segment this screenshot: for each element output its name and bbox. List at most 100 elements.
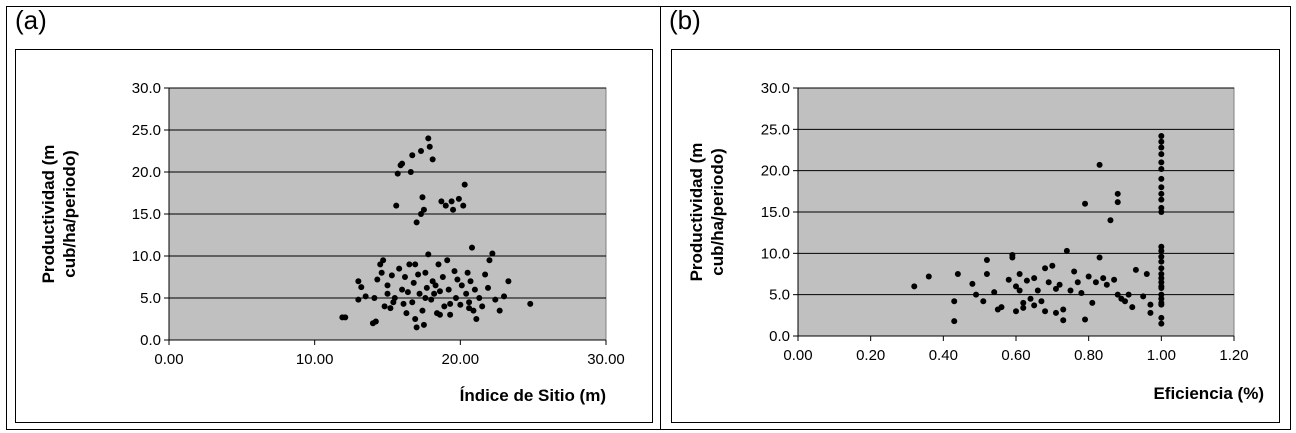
data-point-a-11: [378, 269, 385, 276]
data-point-b-47: [1096, 161, 1103, 168]
panel-a: (a) 0.0 5.0 10.0 15.0 20.0 25.0 30.0 0.00 10.00 2…: [6, 5, 661, 430]
y-tick-label-b-6: 30.0: [761, 80, 790, 97]
data-point-b-25: [1031, 275, 1038, 282]
data-point-a-87: [492, 296, 499, 303]
data-point-a-76: [467, 278, 474, 285]
data-point-b-5: [969, 280, 976, 287]
data-point-a-24: [400, 300, 407, 307]
data-point-a-45: [423, 284, 430, 291]
y-tick-label-a-5: 25.0: [132, 122, 161, 139]
data-point-b-26: [1034, 287, 1041, 294]
data-point-b-82: [1158, 190, 1165, 197]
data-point-a-63: [448, 198, 455, 205]
data-point-a-10: [380, 257, 387, 264]
data-point-a-33: [412, 316, 419, 322]
data-point-b-33: [1052, 285, 1059, 292]
data-point-b-76: [1158, 253, 1165, 260]
data-point-a-49: [428, 296, 435, 303]
data-point-a-43: [420, 206, 427, 213]
data-point-a-44: [422, 269, 429, 276]
data-point-a-61: [445, 286, 452, 293]
panel-label-a: (a): [15, 5, 47, 35]
data-point-a-30: [406, 261, 413, 268]
data-point-b-24: [1031, 302, 1038, 309]
data-point-b-54: [1114, 190, 1121, 197]
data-point-b-90: [1158, 132, 1165, 139]
data-point-b-73: [1158, 271, 1165, 277]
data-point-b-20: [1020, 299, 1027, 306]
data-point-b-16: [1013, 283, 1019, 290]
x-tick-label-a-2: 20.00: [442, 351, 480, 368]
data-point-a-25: [401, 274, 408, 280]
data-point-a-98: [422, 295, 429, 301]
x-tick-label-a-3: 30.00: [587, 351, 625, 368]
data-point-a-18: [393, 202, 400, 209]
data-point-b-36: [1060, 306, 1067, 313]
data-point-b-9: [983, 271, 990, 277]
data-point-b-84: [1158, 175, 1165, 182]
data-point-a-37: [416, 290, 423, 297]
data-point-b-79: [1158, 209, 1165, 215]
data-point-a-57: [439, 274, 446, 280]
data-point-a-4: [355, 296, 362, 303]
data-point-b-0: [911, 283, 918, 290]
data-point-a-9: [377, 261, 384, 268]
data-point-b-40: [1074, 279, 1081, 286]
data-point-a-66: [452, 295, 459, 301]
data-point-a-94: [412, 261, 419, 268]
data-point-a-89: [501, 293, 508, 300]
data-point-b-72: [1158, 275, 1165, 282]
data-point-b-22: [1023, 277, 1030, 284]
y-tick-label-b-3: 15.0: [761, 204, 790, 221]
data-point-b-15: [1009, 251, 1016, 258]
data-point-a-73: [463, 290, 470, 297]
y-tick-label-b-1: 5.0: [769, 287, 790, 304]
x-tick-label-b-4: 0.80: [1074, 347, 1103, 364]
data-point-a-46: [425, 135, 432, 142]
data-point-a-99: [431, 290, 438, 297]
data-point-a-23: [399, 286, 406, 293]
data-point-a-95: [436, 311, 443, 318]
data-point-b-78: [1158, 243, 1165, 250]
data-point-b-2: [951, 318, 958, 325]
y-tick-label-a-3: 15.0: [132, 206, 161, 223]
data-point-a-79: [471, 286, 478, 293]
data-point-a-56: [438, 198, 445, 205]
scatter-chart-b: 0.0 5.0 10.0 15.0 20.0 25.0 30.0 0.00 0.20 0.40 0.…: [687, 80, 1264, 403]
data-point-b-65: [1158, 320, 1165, 327]
y-tick-label-a-6: 30.0: [132, 80, 161, 97]
data-point-b-83: [1158, 184, 1165, 191]
data-point-a-83: [482, 271, 489, 278]
data-point-b-86: [1158, 159, 1165, 166]
y-axis-title-line2-a: cub/ha/periodo): [60, 150, 79, 278]
data-point-b-30: [1045, 279, 1052, 286]
data-point-a-58: [441, 303, 448, 310]
data-point-a-86: [489, 250, 496, 257]
data-point-a-21: [399, 160, 406, 167]
data-point-b-12: [998, 304, 1005, 311]
data-point-a-74: [464, 269, 471, 276]
y-tick-label-a-4: 20.0: [132, 164, 161, 181]
data-point-a-27: [404, 289, 411, 296]
y-axis-title-line2-b: cub/ha/periodo): [708, 148, 727, 276]
data-point-b-19: [1016, 287, 1023, 294]
data-point-a-67: [454, 276, 461, 283]
data-point-a-15: [387, 305, 394, 312]
data-point-b-68: [1158, 295, 1165, 302]
data-point-a-55: [436, 288, 443, 295]
panel-label-b: (b): [669, 5, 701, 35]
y-tick-label-a-2: 10.0: [132, 248, 161, 265]
x-tick-label-b-3: 0.60: [1001, 347, 1030, 364]
data-point-b-18: [1016, 271, 1023, 277]
data-point-b-87: [1158, 151, 1165, 158]
data-point-b-29: [1042, 265, 1049, 272]
y-tick-label-b-4: 20.0: [761, 163, 790, 180]
data-point-b-64: [1147, 301, 1154, 308]
data-point-a-14: [384, 282, 391, 289]
data-point-b-69: [1158, 291, 1165, 298]
x-tick-label-b-6: 1.20: [1219, 347, 1248, 364]
data-point-b-42: [1082, 316, 1089, 323]
data-point-a-72: [461, 181, 468, 188]
data-point-a-38: [418, 148, 425, 154]
data-point-b-23: [1027, 295, 1034, 302]
